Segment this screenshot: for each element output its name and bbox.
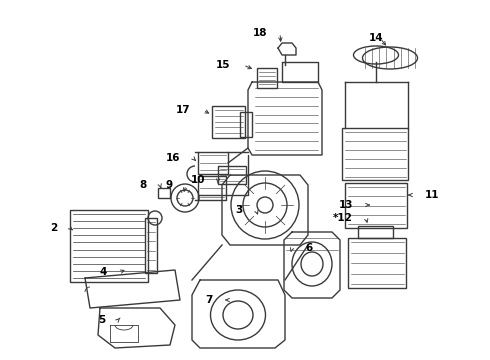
Text: 10: 10: [191, 175, 205, 185]
Bar: [345, 183, 407, 228]
Bar: [198, 152, 228, 174]
Text: 16: 16: [166, 153, 180, 163]
Text: 9: 9: [166, 180, 173, 190]
Text: 13: 13: [339, 200, 353, 210]
Text: 6: 6: [305, 243, 312, 253]
Text: 14: 14: [368, 33, 383, 43]
Text: 11: 11: [425, 190, 440, 200]
Text: 3: 3: [236, 205, 243, 215]
Bar: [358, 226, 393, 238]
Text: 2: 2: [50, 223, 57, 233]
Text: 5: 5: [98, 315, 105, 325]
Text: 7: 7: [206, 295, 213, 305]
Text: 18: 18: [252, 28, 267, 38]
Bar: [198, 176, 226, 200]
Bar: [240, 112, 252, 137]
Text: 15: 15: [216, 60, 230, 70]
Bar: [348, 238, 406, 288]
Bar: [158, 188, 170, 198]
Bar: [212, 106, 245, 138]
Bar: [70, 210, 148, 282]
Bar: [257, 68, 277, 88]
Text: 17: 17: [175, 105, 190, 115]
Text: *12: *12: [333, 213, 353, 223]
Text: 8: 8: [140, 180, 147, 190]
Bar: [342, 128, 408, 180]
Text: 4: 4: [99, 267, 107, 277]
Bar: [218, 166, 246, 184]
Bar: [145, 218, 157, 273]
